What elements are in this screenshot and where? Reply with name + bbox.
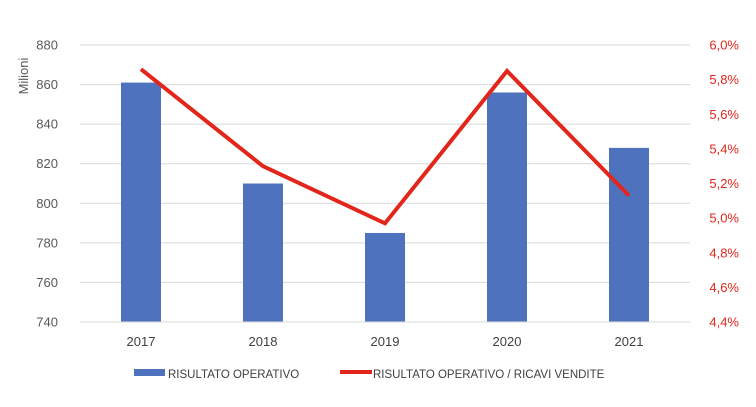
y2-tick-label: 4,8% [709, 245, 739, 260]
x-tick-label: 2021 [615, 334, 644, 349]
bar [243, 183, 283, 322]
legend-swatch-bar [134, 369, 165, 376]
bar [365, 232, 405, 322]
legend-label-line: RISULTATO OPERATIVO / RICAVI VENDITE [373, 369, 605, 381]
y-axis-left: 740 760 780 800 820 840 860 880 [36, 38, 58, 330]
y2-tick-label: 6,0% [709, 38, 739, 53]
bar [609, 147, 649, 322]
y2-tick-label: 4,6% [709, 280, 739, 295]
x-tick-label: 2017 [127, 334, 156, 349]
x-tick-label: 2019 [371, 334, 400, 349]
y-axis-right: 4,4% 4,6% 4,8% 5,0% 5,2% 5,4% 5,6% 5,8% 6,0% [709, 38, 739, 330]
bar-series [121, 82, 649, 322]
line-path [139, 67, 631, 226]
y2-tick-label: 5,6% [709, 107, 739, 122]
legend: RISULTATO OPERATIVO RISULTATO OPERATIVO … [134, 369, 605, 381]
x-tick-label: 2018 [249, 334, 278, 349]
y2-tick-label: 5,0% [709, 211, 739, 226]
y-tick-label: 840 [36, 117, 58, 132]
y-tick-label: 880 [36, 38, 58, 53]
bar [121, 82, 161, 322]
y2-tick-label: 5,2% [709, 176, 739, 191]
x-axis: 2017 2018 2019 2020 2021 [80, 321, 690, 349]
x-tick-label: 2020 [493, 334, 522, 349]
y-tick-label: 860 [36, 77, 58, 92]
bar [487, 92, 527, 322]
y2-tick-label: 5,4% [709, 141, 739, 156]
legend-label-bar: RISULTATO OPERATIVO [168, 369, 299, 381]
y-tick-label: 820 [36, 156, 58, 171]
y2-tick-label: 5,8% [709, 72, 739, 87]
y-tick-label: 760 [36, 275, 58, 290]
y-tick-label: 800 [36, 196, 58, 211]
y-tick-label: 740 [36, 315, 58, 330]
y-tick-label: 780 [36, 235, 58, 250]
line-series [139, 67, 631, 226]
y-axis-title: Milioni [16, 57, 31, 94]
y2-tick-label: 4,4% [709, 315, 739, 330]
